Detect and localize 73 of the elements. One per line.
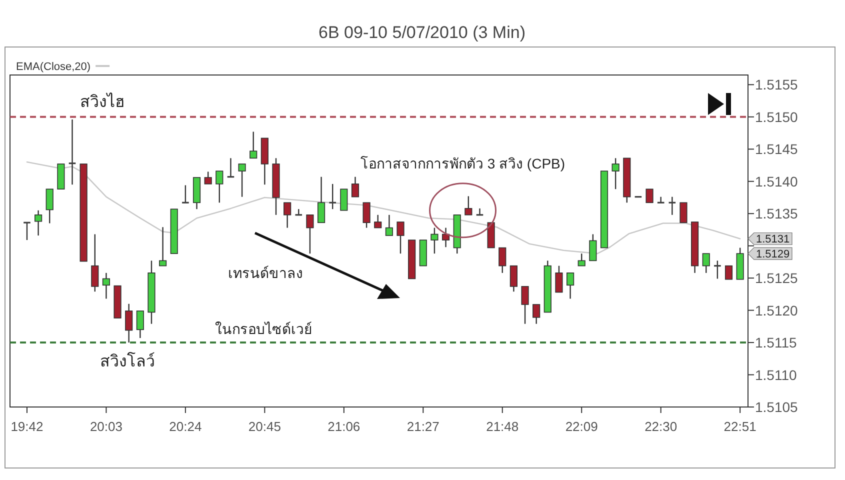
ref-line-label: สวิงโลว์ [100,352,155,371]
chart-title: 6B 09-10 5/07/2010 (3 Min) [318,23,526,42]
price-tag: 1.5129 [748,247,792,261]
candlestick [22,221,32,241]
price-tag: 1.5131 [748,232,792,246]
candlestick [521,286,529,324]
x-tick-label: 20:03 [90,419,122,434]
candlestick [306,214,314,254]
candlestick [498,247,506,274]
candlestick [250,131,258,159]
candlestick [612,158,620,190]
y-tick-label: 1.5110 [755,366,797,383]
candlestick [181,184,190,204]
x-tick-label: 22:51 [724,419,756,434]
candlestick [317,176,326,224]
candlestick [136,310,144,339]
candlestick [159,226,167,266]
candlestick [374,214,382,228]
candlestick [46,188,54,224]
candlestick [532,304,540,324]
y-tick-label: 1.5135 [755,206,798,222]
candlestick [216,170,224,204]
x-tick-label: 21:27 [406,419,440,434]
x-tick-label: 21:06 [328,419,360,434]
x-tick-label: 20:45 [248,419,281,434]
y-tick-label: 1.5140 [755,173,798,190]
candlestick [646,188,654,204]
candlestick [226,158,235,178]
y-tick-label: 1.5145 [755,141,798,158]
y-tick-label: 1.5155 [755,76,798,93]
y-tick-label: 1.5125 [755,270,798,286]
candlestick [578,252,586,266]
candlestick [680,202,688,224]
candlestick [362,202,370,228]
candlestick [68,118,76,186]
y-tick-label: 1.5120 [755,302,798,318]
x-tick-label: 20:24 [169,419,202,434]
candlestick [396,221,404,254]
candlestick [702,252,710,274]
candlestick [656,196,666,204]
candlestick [464,196,472,216]
annotation: เทรนด์ขาลง [228,265,303,281]
y-tick-label: 1.5115 [755,334,797,351]
annotation: โอกาสจากการพักตัว 3 สวิง (CPB) [360,155,566,172]
candlestick [724,265,733,280]
candlestick [34,210,42,236]
candlestick [102,272,110,300]
x-tick-label: 22:09 [565,419,598,434]
annotation: ในกรอบไซด์เวย์ [215,321,312,337]
x-tick-label: 19:42 [10,419,44,434]
x-tick-label: 22:30 [644,419,678,434]
candlestick [340,188,348,211]
candlestick [328,183,337,210]
candlestick [284,202,292,228]
candlestick [476,208,484,216]
ref-line-label: สวิงไฮ [80,92,125,111]
candlestick [204,171,212,185]
candlestick [713,260,722,280]
candlestick [385,214,393,236]
y-tick-label: 1.5105 [755,399,798,415]
candlestick [430,227,438,254]
candlestick [91,234,99,292]
candlestick [566,272,574,300]
candlestick [589,234,597,262]
candlestick [555,265,563,293]
candlestick [668,196,676,216]
candlestick [125,303,133,344]
y-tick-label: 1.5150 [755,108,798,125]
legend-label: EMA(Close,20) [16,61,91,73]
x-tick-label: 21:48 [486,419,519,434]
candlestick [238,163,246,198]
candlestick [510,265,518,292]
candlestick [351,176,360,198]
